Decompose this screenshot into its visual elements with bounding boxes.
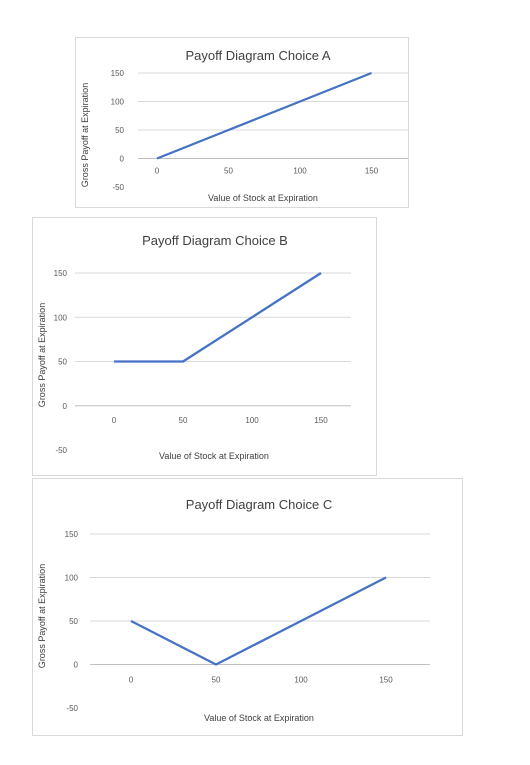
chart-b-x-tick-label: 50	[179, 416, 188, 425]
chart-c-svg: Payoff Diagram Choice C Gross Payoff at …	[37, 497, 430, 723]
chart-b-y-label: Gross Payoff at Expiration	[37, 303, 47, 407]
chart-a-svg: Payoff Diagram Choice A Gross Payoff at …	[80, 48, 408, 203]
chart-b-y-tick-label: -50	[55, 446, 67, 455]
chart-a-y-label: Gross Payoff at Expiration	[80, 83, 90, 187]
chart-c-x-label: Value of Stock at Expiration	[204, 713, 314, 723]
chart-c-title: Payoff Diagram Choice C	[186, 497, 332, 512]
chart-b-x-label: Value of Stock at Expiration	[159, 451, 269, 461]
chart-a: Payoff Diagram Choice A Gross Payoff at …	[75, 37, 409, 208]
chart-c-y-tick-label: 100	[65, 574, 79, 583]
chart-a-y-tick-label: 50	[115, 126, 124, 135]
chart-b-y-tick-label: 50	[58, 358, 67, 367]
chart-a-x-tick-label: 0	[155, 167, 160, 176]
chart-a-gridlines	[138, 72, 408, 159]
chart-a-x-tick-label: 150	[365, 167, 379, 176]
chart-a-y-tick-label: 150	[111, 69, 125, 78]
chart-a-title: Payoff Diagram Choice A	[186, 48, 331, 63]
chart-b-gridlines	[75, 272, 351, 407]
chart-c-y-tick-label: 0	[74, 661, 79, 670]
chart-c-x-tick-label: 150	[379, 676, 393, 685]
chart-b-y-tick-label: 150	[54, 269, 68, 278]
chart-b-svg: Payoff Diagram Choice B Gross Payoff at …	[37, 233, 351, 461]
chart-b-y-ticks: 150 100 50 0 -50	[54, 269, 68, 455]
chart-a-y-tick-label: 100	[111, 98, 125, 107]
chart-c-y-tick-label: 150	[65, 530, 79, 539]
chart-b-series-line	[114, 272, 322, 363]
chart-c-x-tick-label: 0	[129, 676, 134, 685]
chart-a-y-tick-label: 0	[120, 155, 125, 164]
chart-a-y-tick-label: -50	[112, 183, 124, 192]
chart-b-y-tick-label: 0	[63, 402, 68, 411]
chart-a-series-line	[156, 71, 372, 160]
chart-c-x-ticks: 0 50 100 150	[129, 676, 393, 685]
chart-c-y-ticks: 150 100 50 0 -50	[65, 530, 79, 713]
chart-b: Payoff Diagram Choice B Gross Payoff at …	[32, 217, 377, 476]
chart-c-series-line	[130, 576, 387, 666]
chart-a-x-tick-label: 100	[293, 167, 307, 176]
chart-a-x-ticks: 0 50 100 150	[155, 167, 379, 176]
chart-c-y-tick-label: 50	[69, 617, 78, 626]
chart-b-x-tick-label: 100	[245, 416, 259, 425]
chart-c: Payoff Diagram Choice C Gross Payoff at …	[32, 478, 463, 736]
chart-c-x-tick-label: 50	[212, 676, 221, 685]
chart-a-y-ticks: 150 100 50 0 -50	[111, 69, 125, 192]
chart-a-x-label: Value of Stock at Expiration	[208, 193, 318, 203]
chart-c-gridlines	[90, 533, 430, 665]
chart-b-title: Payoff Diagram Choice B	[142, 233, 288, 248]
chart-a-x-tick-label: 50	[224, 167, 233, 176]
chart-b-y-tick-label: 100	[54, 313, 68, 322]
chart-b-x-tick-label: 150	[314, 416, 328, 425]
chart-c-y-tick-label: -50	[66, 704, 78, 713]
chart-c-y-label: Gross Payoff at Expiration	[37, 564, 47, 668]
chart-b-x-ticks: 0 50 100 150	[112, 416, 328, 425]
chart-c-x-tick-label: 100	[294, 676, 308, 685]
chart-b-x-tick-label: 0	[112, 416, 117, 425]
